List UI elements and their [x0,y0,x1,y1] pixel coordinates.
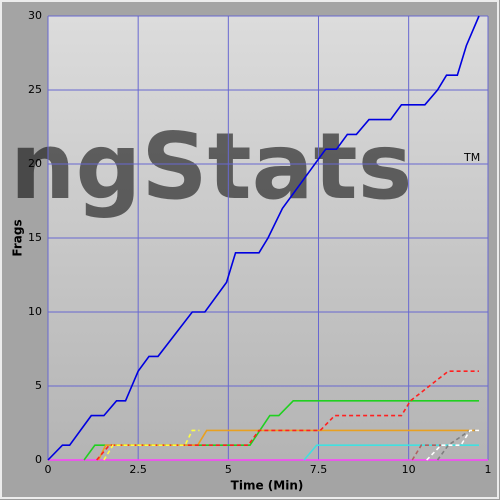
y-tick-label: 20 [28,157,42,170]
series-line [103,429,200,461]
x-tick-label: 10 [402,463,416,476]
series-line [96,370,479,461]
series-line [411,444,442,461]
y-tick-label: 5 [35,379,42,392]
watermark: ngStats [10,113,412,220]
y-tick-label: 15 [28,231,42,244]
x-tick-label: 2.5 [129,463,147,476]
y-tick-label: 30 [28,9,42,22]
x-tick-label: 1 [485,463,492,476]
series-line [436,429,479,461]
x-tick-label: 5 [225,463,232,476]
series-line [83,399,479,461]
y-axis-title: Frags [11,219,25,256]
series-line [47,15,480,461]
y-tick-label: 0 [35,453,42,466]
x-axis-title: Time (Min) [231,479,304,493]
watermark-group: ngStats TM [10,113,480,220]
y-tick-label: 25 [28,83,42,96]
x-tick-label: 7.5 [310,463,328,476]
watermark-mark: TM [463,151,480,164]
x-tick-label: 0 [45,463,52,476]
series-line [303,444,479,461]
y-tick-label: 10 [28,305,42,318]
